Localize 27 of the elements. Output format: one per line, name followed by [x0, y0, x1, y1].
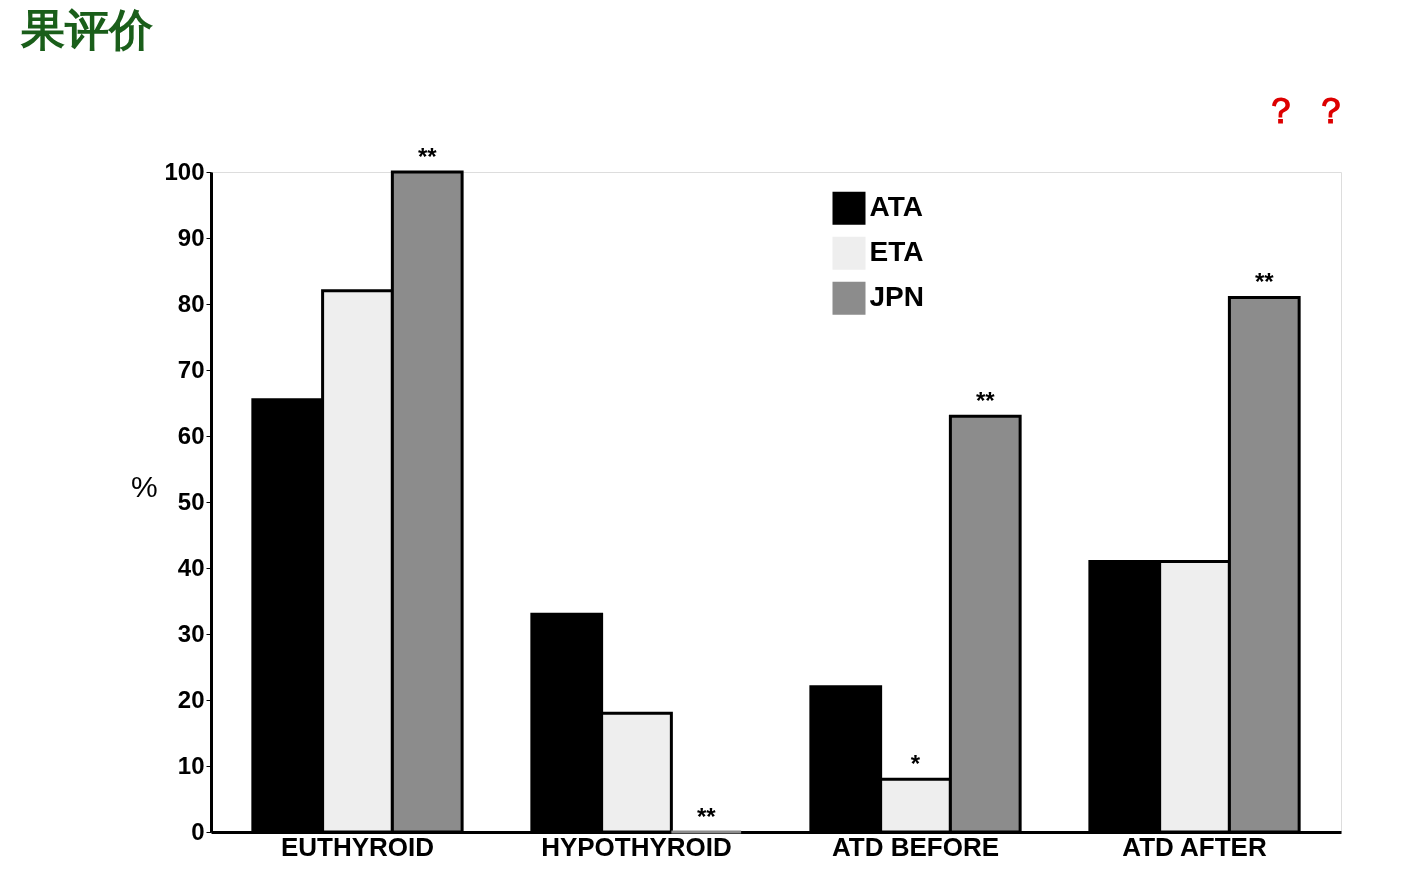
legend-label: JPN [869, 281, 924, 313]
x-tick-label: EUTHYROID [280, 831, 435, 862]
x-tick-label: HYPOTHYROID [541, 831, 732, 862]
data-label: ** [696, 803, 717, 830]
y-tick-label: 20 [177, 685, 205, 713]
chart-title: 果评价 [19, 5, 154, 54]
data-label: * [910, 750, 921, 778]
data-label: ** [1254, 268, 1275, 296]
y-tick-label: 50 [177, 487, 205, 515]
y-tick-label: 60 [177, 421, 205, 449]
y-tick-label: 40 [177, 553, 205, 581]
data-label: ** [975, 387, 996, 415]
text: ？ [1313, 90, 1349, 131]
y-tick-label: 80 [177, 289, 205, 317]
legend-label: ATA [869, 191, 923, 223]
x-tick-label: ATD BEFORE [831, 831, 1000, 862]
data-label: ** [417, 143, 438, 170]
x-tick-label: ATD AFTER [1122, 831, 1267, 862]
y-tick-label: 100 [164, 157, 205, 185]
y-tick-label: 10 [177, 751, 205, 779]
y-axis-title: % [131, 469, 158, 503]
legend-label: ETA [869, 236, 924, 268]
text: ？ [1263, 90, 1299, 131]
y-tick-label: 0 [191, 817, 205, 845]
y-tick-label: 30 [177, 619, 205, 647]
y-tick-label: 90 [177, 223, 205, 251]
y-tick-label: 70 [177, 355, 205, 383]
